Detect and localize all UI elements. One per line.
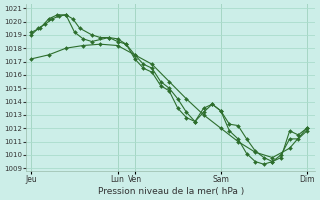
X-axis label: Pression niveau de la mer( hPa ): Pression niveau de la mer( hPa ) [98, 187, 244, 196]
